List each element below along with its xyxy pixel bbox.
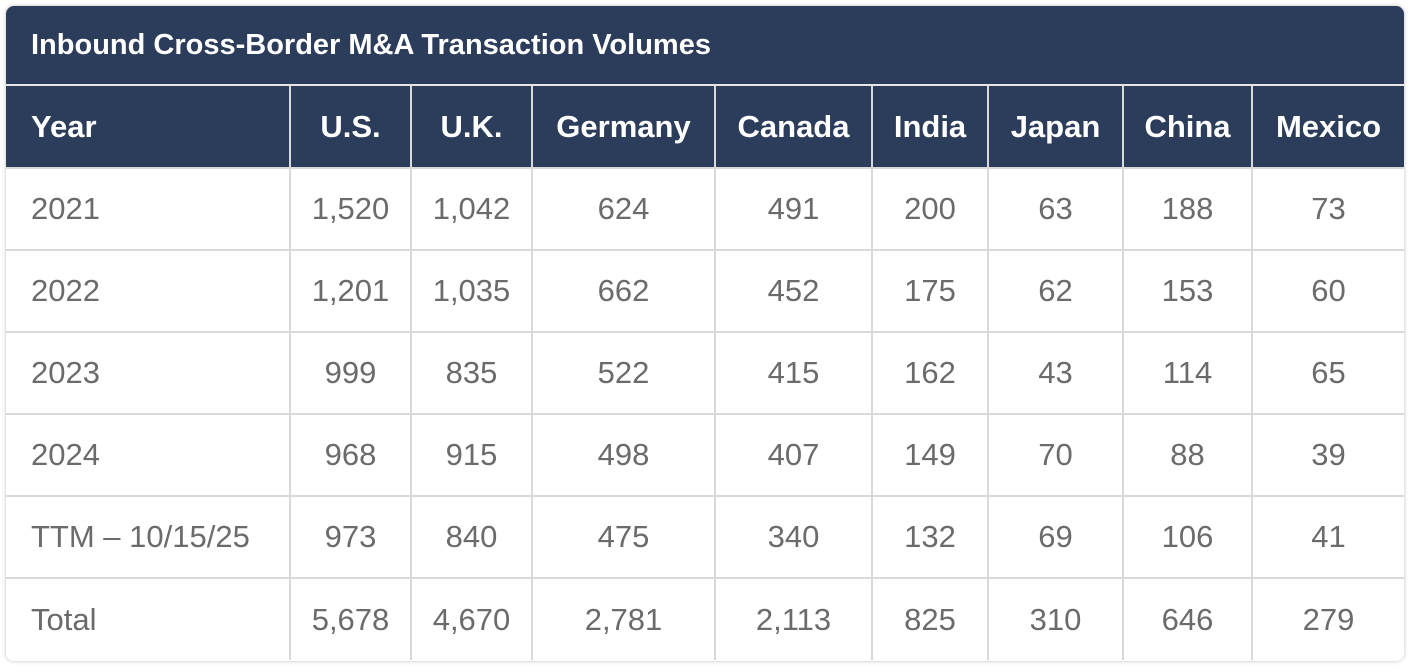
table-cell: 5,678 xyxy=(289,577,412,660)
column-header-mexico: Mexico xyxy=(1251,86,1404,169)
table-cell: 114 xyxy=(1122,331,1253,415)
table-cell: 279 xyxy=(1251,577,1404,660)
table-cell: 62 xyxy=(987,249,1124,333)
table-cell: 1,520 xyxy=(289,167,412,251)
row-label: 2021 xyxy=(6,167,291,251)
row-label: 2024 xyxy=(6,413,291,497)
table-cell: 999 xyxy=(289,331,412,415)
table-cell: 415 xyxy=(714,331,873,415)
table-cell: 1,042 xyxy=(410,167,533,251)
table-card: Inbound Cross-Border M&A Transaction Vol… xyxy=(6,6,1404,661)
table-cell: 491 xyxy=(714,167,873,251)
table-row: 2024 968 915 498 407 149 70 88 39 xyxy=(6,413,1404,497)
table-cell: 498 xyxy=(531,413,716,497)
column-header-uk: U.K. xyxy=(410,86,533,169)
table-cell: 60 xyxy=(1251,249,1404,333)
column-header-canada: Canada xyxy=(714,86,873,169)
table-cell: 840 xyxy=(410,495,533,579)
table-cell: 88 xyxy=(1122,413,1253,497)
table-cell: 65 xyxy=(1251,331,1404,415)
table-cell: 153 xyxy=(1122,249,1253,333)
data-table: Year U.S. U.K. Germany Canada India Japa… xyxy=(6,86,1404,660)
row-label: TTM – 10/15/25 xyxy=(6,495,291,579)
table-cell: 825 xyxy=(871,577,989,660)
table-cell: 475 xyxy=(531,495,716,579)
table-cell: 106 xyxy=(1122,495,1253,579)
table-cell: 188 xyxy=(1122,167,1253,251)
column-header-germany: Germany xyxy=(531,86,716,169)
table-row: TTM – 10/15/25 973 840 475 340 132 69 10… xyxy=(6,495,1404,579)
table-cell: 63 xyxy=(987,167,1124,251)
row-label: Total xyxy=(6,577,291,660)
table-cell: 2,113 xyxy=(714,577,873,660)
table-cell: 132 xyxy=(871,495,989,579)
table-cell: 1,035 xyxy=(410,249,533,333)
table-cell: 835 xyxy=(410,331,533,415)
table-cell: 162 xyxy=(871,331,989,415)
table-cell: 149 xyxy=(871,413,989,497)
table-cell: 200 xyxy=(871,167,989,251)
table-cell: 39 xyxy=(1251,413,1404,497)
column-header-japan: Japan xyxy=(987,86,1124,169)
row-label: 2022 xyxy=(6,249,291,333)
column-header-china: China xyxy=(1122,86,1253,169)
table-cell: 624 xyxy=(531,167,716,251)
table-cell: 43 xyxy=(987,331,1124,415)
table-cell: 73 xyxy=(1251,167,1404,251)
table-cell: 915 xyxy=(410,413,533,497)
table-cell: 968 xyxy=(289,413,412,497)
header-row: Year U.S. U.K. Germany Canada India Japa… xyxy=(6,86,1404,169)
table-cell: 175 xyxy=(871,249,989,333)
table-cell: 310 xyxy=(987,577,1124,660)
table-cell: 646 xyxy=(1122,577,1253,660)
table-cell: 41 xyxy=(1251,495,1404,579)
table-row: 2022 1,201 1,035 662 452 175 62 153 60 xyxy=(6,249,1404,333)
table-cell: 662 xyxy=(531,249,716,333)
column-header-year: Year xyxy=(6,86,291,169)
table-row: 2021 1,520 1,042 624 491 200 63 188 73 xyxy=(6,167,1404,251)
column-header-us: U.S. xyxy=(289,86,412,169)
table-row-total: Total 5,678 4,670 2,781 2,113 825 310 64… xyxy=(6,577,1404,660)
table-cell: 522 xyxy=(531,331,716,415)
column-header-india: India xyxy=(871,86,989,169)
table-cell: 70 xyxy=(987,413,1124,497)
table-cell: 69 xyxy=(987,495,1124,579)
table-cell: 4,670 xyxy=(410,577,533,660)
table-cell: 1,201 xyxy=(289,249,412,333)
table-cell: 340 xyxy=(714,495,873,579)
table-row: 2023 999 835 522 415 162 43 114 65 xyxy=(6,331,1404,415)
table-title: Inbound Cross-Border M&A Transaction Vol… xyxy=(6,6,1404,86)
table-cell: 407 xyxy=(714,413,873,497)
table-cell: 973 xyxy=(289,495,412,579)
table-cell: 2,781 xyxy=(531,577,716,660)
row-label: 2023 xyxy=(6,331,291,415)
table-cell: 452 xyxy=(714,249,873,333)
